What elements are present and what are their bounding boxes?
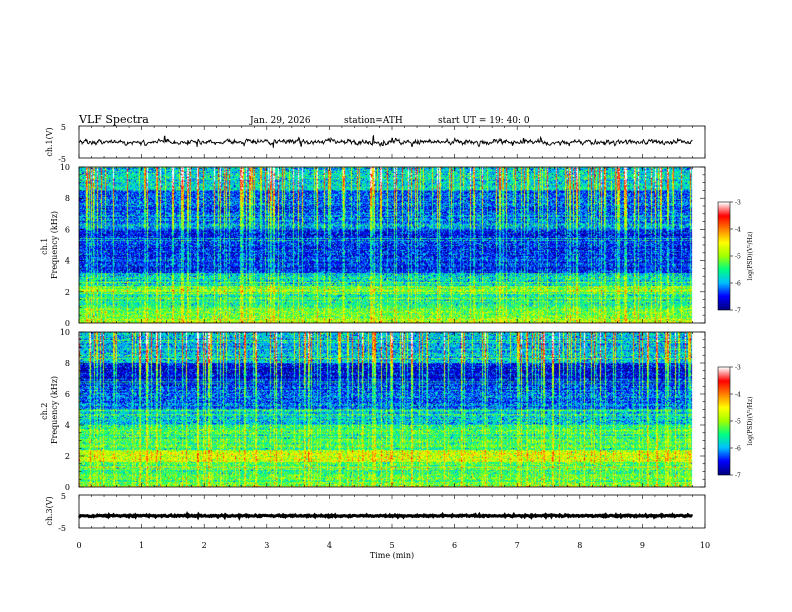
ch2-ylabel-line2: Frequency (kHz) <box>50 376 59 444</box>
colorbar-tick-label: -4 <box>735 227 741 234</box>
figure-date: Jan. 29, 2026 <box>249 116 311 126</box>
ch3-waveform-frame <box>78 494 706 529</box>
ch1-colorbar-label: log(PSD)(V²/Hz) <box>747 232 754 281</box>
ch1-colorbar-image <box>718 202 730 310</box>
x-tick-label: 6 <box>452 541 457 550</box>
colorbar-tick-label: -7 <box>735 473 741 480</box>
y-tick-label: 0 <box>65 319 70 328</box>
ch2-spectrogram-image <box>79 332 705 487</box>
ch3-waveform-panel: 5 -5 ch.3(V) <box>45 492 706 533</box>
ch1-ytick-top: 5 <box>61 123 66 132</box>
y-tick-label: 6 <box>65 225 70 234</box>
figure-title: VLF Spectra <box>78 113 149 126</box>
ch1-ytick-bottom: -5 <box>58 155 66 164</box>
colorbar-tick-label: -5 <box>735 254 741 261</box>
y-tick-label: 2 <box>65 452 70 461</box>
ch2-spectrogram-ylabel-channel: ch.2 Frequency (kHz) <box>40 376 59 444</box>
y-tick-label: 4 <box>65 257 70 266</box>
colorbar-tick-label: -6 <box>735 281 741 288</box>
ch3-waveform-ylabel: ch.3(V) <box>45 496 54 525</box>
ch3-waveform-line <box>77 510 694 521</box>
ch2-ylabel-line1: ch.2 <box>40 403 49 420</box>
ch2-colorbar-label: log(PSD)(V²/Hz) <box>747 397 754 446</box>
y-tick-label: 8 <box>65 359 70 368</box>
ch1-waveform-panel: 5 -5 ch.1(V) <box>45 123 706 164</box>
ch2-colorbar-image <box>718 367 730 475</box>
figure-station: station=ATH <box>344 116 403 126</box>
x-tick-label: 8 <box>577 541 582 550</box>
ch1-waveform-ylabel: ch.1(V) <box>45 127 54 156</box>
y-tick-label: 0 <box>65 483 70 492</box>
x-tick-label: 4 <box>327 541 332 550</box>
x-tick-label: 0 <box>76 541 81 550</box>
ch1-waveform-line <box>78 135 693 148</box>
y-tick-label: 4 <box>65 421 70 430</box>
x-tick-label: 7 <box>515 541 520 550</box>
x-axis-ticks: 0 1 2 3 4 5 6 7 8 9 10 <box>76 541 710 550</box>
figure-start-time: start UT = 19: 40: 0 <box>438 116 530 126</box>
y-tick-label: 10 <box>60 328 70 337</box>
colorbar-tick-label: -7 <box>735 308 741 315</box>
y-tick-label: 6 <box>65 390 70 399</box>
y-tick-label: 8 <box>65 194 70 203</box>
x-tick-label: 2 <box>202 541 207 550</box>
colorbar-tick-label: -3 <box>735 365 741 372</box>
ch1-spectrogram-image <box>79 167 705 323</box>
x-tick-label: 10 <box>700 541 710 550</box>
x-axis-label: Time (min) <box>370 551 414 560</box>
ch3-ytick-top: 5 <box>61 492 66 501</box>
ch3-ytick-bottom: -5 <box>58 524 66 533</box>
ch1-ylabel-line1: ch.1 <box>40 238 49 255</box>
x-tick-label: 9 <box>640 541 645 550</box>
ch1-ylabel-line2: Frequency (kHz) <box>50 211 59 279</box>
colorbar-tick-label: -5 <box>735 419 741 426</box>
colorbar-tick-label: -4 <box>735 392 741 399</box>
y-tick-label: 10 <box>60 163 70 172</box>
x-tick-label: 1 <box>139 541 144 550</box>
colorbar-tick-label: -3 <box>735 200 741 207</box>
x-tick-label: 5 <box>389 541 394 550</box>
y-tick-label: 2 <box>65 288 70 297</box>
x-tick-label: 3 <box>264 541 269 550</box>
ch1-spectrogram-ylabel-channel: ch.1 Frequency (kHz) <box>40 211 59 279</box>
colorbar-tick-label: -6 <box>735 446 741 453</box>
